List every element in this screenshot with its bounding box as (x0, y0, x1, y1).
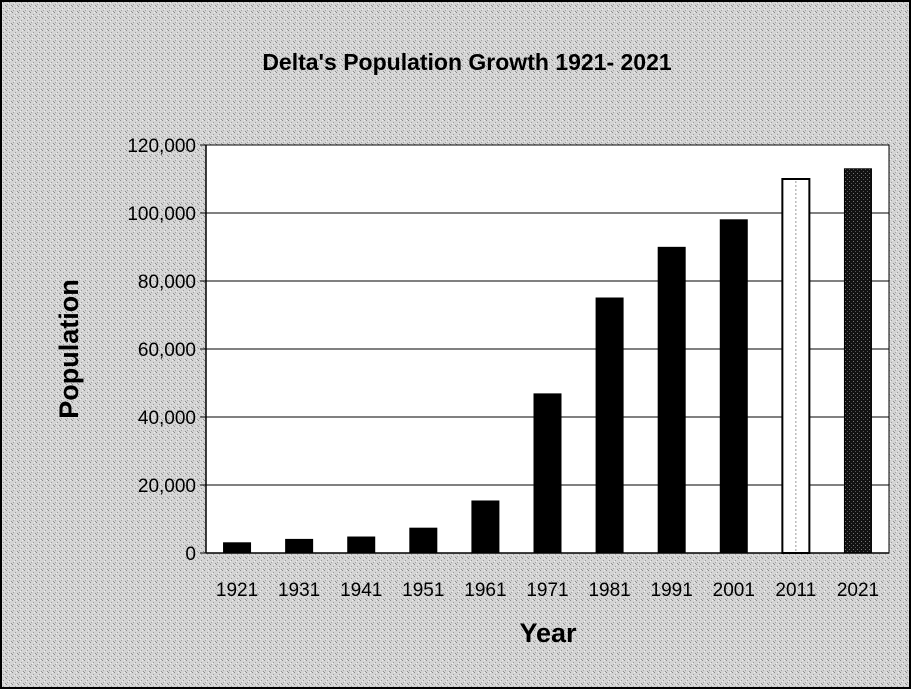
y-tick-label: 20,000 (138, 476, 196, 497)
y-axis-ticks: 0 20,000 40,000 60,000 80,000 100,000 120,000 (127, 136, 207, 565)
bar-1951 (409, 527, 438, 554)
y-axis-label: Population (54, 279, 84, 418)
bar-2021 (843, 168, 872, 554)
x-tick-label: 1971 (526, 580, 568, 601)
y-tick-label: 100,000 (127, 204, 196, 225)
y-tick-label: 120,000 (127, 136, 196, 157)
bar-1941 (347, 536, 376, 554)
bar-1921 (223, 542, 252, 554)
x-tick-label: 1981 (588, 580, 630, 601)
x-axis-ticks: 1921 1931 1941 1951 1961 1971 1981 1991 2001 2011… (206, 552, 889, 601)
bar-1931 (285, 538, 314, 554)
chart-title: Delta's Population Growth 1921- 2021 (262, 49, 672, 75)
x-axis-label: Year (519, 618, 577, 648)
x-tick-label: 1951 (402, 580, 444, 601)
bar-1991 (657, 246, 686, 554)
x-tick-label: 1961 (464, 580, 506, 601)
x-tick-label: 1921 (216, 580, 258, 601)
bar-1981 (595, 297, 624, 554)
x-tick-label: 1991 (651, 580, 693, 601)
y-tick-label: 80,000 (138, 272, 196, 293)
bar-1961 (471, 500, 500, 554)
bar-1971 (533, 393, 562, 554)
x-tick-label: 2021 (837, 580, 879, 601)
x-tick-label: 2011 (775, 580, 816, 601)
x-tick-label: 1931 (278, 580, 320, 601)
x-tick-label: 1941 (340, 580, 382, 601)
y-tick-label: 0 (185, 544, 196, 565)
y-tick-label: 60,000 (138, 340, 196, 361)
x-tick-label: 2001 (713, 580, 755, 601)
bar-2001 (719, 219, 748, 554)
y-tick-label: 40,000 (138, 408, 196, 429)
bars (223, 168, 872, 554)
